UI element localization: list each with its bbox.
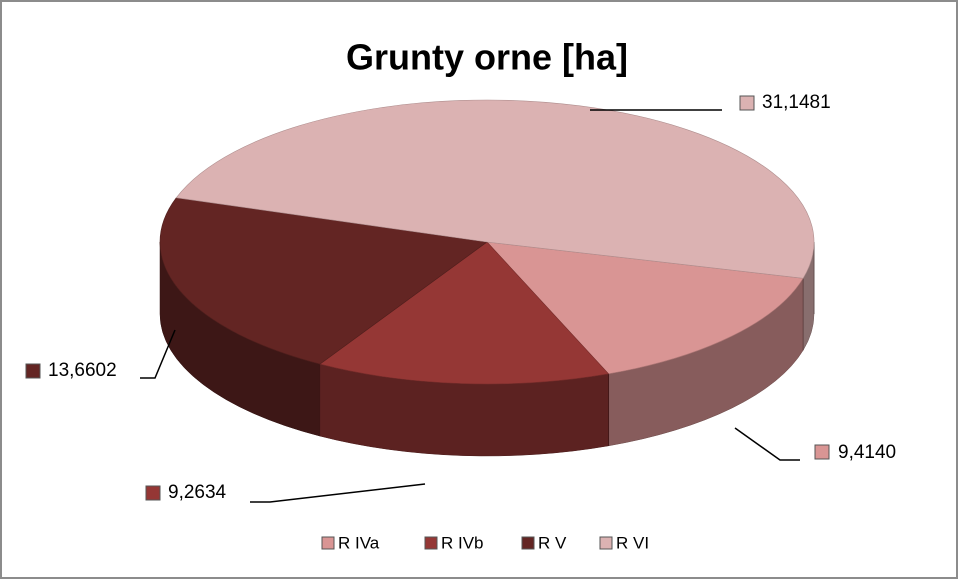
leader-line	[734, 427, 800, 461]
pie-slice	[486, 241, 804, 375]
data-label: 9,2634	[168, 482, 227, 503]
label-key	[25, 363, 41, 379]
legend-label: R V	[538, 533, 567, 552]
legend-label: R IVa	[338, 533, 380, 552]
chart-title: Grunty orne [ha]	[346, 37, 628, 78]
pie-slice	[175, 99, 815, 279]
legend-key	[521, 536, 535, 550]
legend-key	[424, 536, 438, 550]
legend-label: R IVb	[441, 533, 484, 552]
data-label: 31,1481	[762, 92, 831, 113]
legend-label: R VI	[616, 533, 649, 552]
legend-key	[599, 536, 613, 550]
label-key	[739, 95, 755, 111]
label-key	[145, 485, 161, 501]
pie-slice	[159, 197, 488, 365]
leader-line	[250, 483, 426, 503]
data-label: 9,4140	[838, 442, 896, 463]
data-label: 13,6602	[48, 360, 117, 381]
pie-slice	[319, 241, 610, 385]
label-key	[814, 444, 830, 460]
legend-key	[321, 536, 335, 550]
pie	[159, 99, 815, 457]
leader-line	[140, 329, 176, 379]
